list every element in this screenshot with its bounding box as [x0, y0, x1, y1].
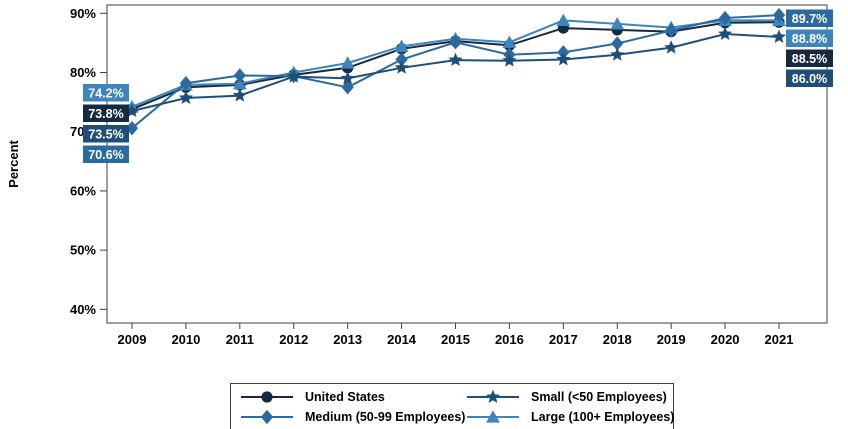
x-tick-label: 2011 — [226, 332, 254, 347]
legend-marker-diamond-icon — [241, 409, 293, 424]
value-label-text: 88.5% — [792, 52, 827, 66]
chart-legend: United States Medium (50-99 Employees) S… — [230, 383, 674, 429]
value-label-medium: 70.6% — [83, 145, 129, 163]
diamond-marker — [611, 36, 624, 51]
triangle-marker — [502, 35, 517, 48]
value-label-text: 73.8% — [88, 107, 123, 121]
legend-label: Medium (50-99 Employees) — [305, 409, 466, 424]
y-tick-label: 40% — [70, 302, 96, 317]
triangle-marker — [486, 409, 500, 423]
star-marker — [664, 40, 679, 54]
value-label-us: 73.8% — [83, 104, 129, 122]
legend-marker-triangle-icon — [467, 409, 519, 423]
line-chart: 90%80%70%60%50%40%2009 2010 2011 2012 2013 20… — [70, 4, 833, 347]
diamond-marker — [449, 35, 462, 50]
value-label-text: 86.0% — [792, 72, 827, 86]
value-label-box — [786, 69, 833, 87]
legend-item-united-states: United States — [239, 387, 457, 406]
x-tick-label: 2009 — [118, 332, 147, 347]
circle-marker — [261, 390, 273, 403]
diamond-marker — [260, 409, 274, 424]
value-label-box — [83, 145, 129, 163]
star-marker — [485, 389, 501, 403]
value-label-small: 73.5% — [83, 125, 129, 143]
value-label-text: 74.2% — [88, 87, 123, 101]
x-tick-label: 2018 — [603, 332, 632, 347]
y-tick-label: 50% — [70, 243, 96, 258]
star-marker — [340, 71, 355, 85]
star-marker — [771, 29, 787, 43]
legend-item-medium: Medium (50-99 Employees) — [239, 407, 465, 426]
series-us — [126, 16, 785, 115]
legend-label: Large (100+ Employees) — [531, 409, 675, 424]
value-label-us: 88.5% — [786, 49, 833, 67]
star-marker — [718, 26, 733, 40]
star-marker — [556, 52, 571, 66]
series-small — [124, 26, 787, 117]
x-tick-label: 2010 — [171, 332, 200, 347]
series-medium — [125, 7, 786, 136]
value-label-text: 73.5% — [88, 128, 123, 142]
x-tick-label: 2021 — [765, 332, 794, 347]
value-label-medium: 89.7% — [786, 9, 833, 27]
triangle-marker — [556, 13, 571, 26]
triangle-marker — [340, 56, 355, 69]
x-tick-label: 2016 — [495, 332, 524, 347]
value-label-large: 88.8% — [786, 29, 833, 47]
x-tick-label: 2013 — [333, 332, 362, 347]
diamond-marker — [341, 80, 354, 95]
x-tick-label: 2020 — [711, 332, 740, 347]
value-label-box — [83, 104, 129, 122]
value-label-box — [786, 9, 833, 27]
value-label-large: 74.2% — [83, 84, 129, 102]
y-tick-label: 80% — [70, 65, 96, 80]
star-marker — [286, 69, 301, 83]
diamond-marker — [179, 75, 193, 91]
plot-frame — [106, 4, 828, 324]
value-label-text: 89.7% — [792, 12, 827, 26]
x-tick-label: 2015 — [441, 332, 470, 347]
x-tick-label: 2014 — [387, 332, 417, 347]
star-marker — [232, 88, 247, 102]
value-label-box — [83, 84, 129, 102]
star-marker — [502, 53, 517, 67]
star-marker — [448, 52, 463, 67]
star-marker — [178, 90, 193, 104]
diamond-marker — [665, 23, 678, 38]
diamond-marker — [772, 7, 786, 23]
diamond-marker — [718, 10, 732, 26]
value-label-text: 70.6% — [88, 148, 123, 162]
value-label-box — [786, 49, 833, 67]
diamond-marker — [395, 52, 408, 67]
y-tick-label: 60% — [70, 183, 96, 198]
x-tick-label: 2012 — [279, 332, 308, 347]
legend-marker-circle-icon — [241, 390, 293, 403]
value-label-box — [786, 29, 833, 47]
star-marker — [610, 47, 625, 61]
legend-item-large: Large (100+ Employees) — [465, 407, 674, 426]
diamond-marker — [125, 120, 139, 136]
value-label-text: 88.8% — [792, 32, 827, 46]
legend-item-small: Small (<50 Employees) — [465, 387, 667, 406]
star-marker — [394, 60, 409, 74]
triangle-marker — [394, 39, 409, 53]
legend-label: Small (<50 Employees) — [531, 389, 667, 404]
triangle-marker — [610, 17, 625, 30]
value-label-box — [83, 125, 129, 143]
diamond-marker — [233, 68, 246, 83]
y-axis-title: Percent — [6, 140, 21, 188]
triangle-marker — [232, 76, 247, 90]
value-label-small: 86.0% — [786, 69, 833, 87]
x-tick-label: 2019 — [657, 332, 686, 347]
y-tick-label: 90% — [70, 6, 96, 21]
x-tick-label: 2017 — [549, 332, 578, 347]
legend-label: United States — [305, 389, 385, 404]
legend-marker-star-icon — [467, 389, 519, 403]
